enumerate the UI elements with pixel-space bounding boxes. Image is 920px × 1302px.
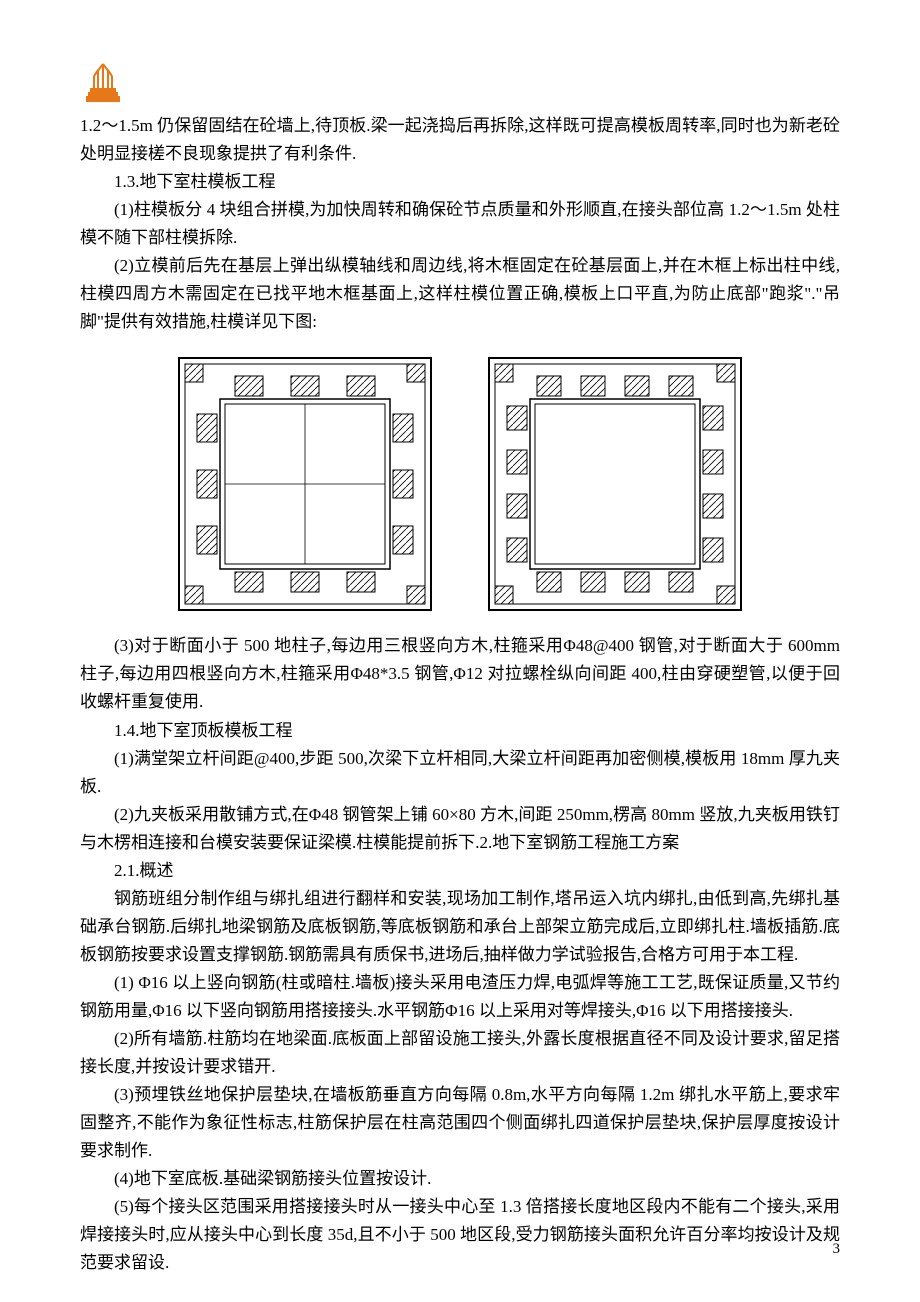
paragraph: (1) Φ16 以上竖向钢筋(柱或暗柱.墙板)接头采用电渣压力焊,电弧焊等施工工…	[80, 969, 840, 1025]
company-logo	[84, 62, 122, 106]
column-formwork-diagram-3timber	[175, 354, 435, 614]
page-number: 3	[833, 1237, 841, 1262]
paragraph: 钢筋班组分制作组与绑扎组进行翻样和安装,现场加工制作,塔吊运入坑内绑扎,由低到高…	[80, 885, 840, 969]
paragraph: (1)满堂架立杆间距@400,步距 500,次梁下立杆相同,大梁立杆间距再加密侧…	[80, 745, 840, 801]
heading: 1.4.地下室顶板模板工程	[80, 717, 840, 745]
paragraph: (5)每个接头区范围采用搭接接头时从一接头中心至 1.3 倍搭接长度地区段内不能…	[80, 1193, 840, 1277]
paragraph: (2)所有墙筋.柱筋均在地梁面.底板面上部留设施工接头,外露长度根据直径不同及设…	[80, 1025, 840, 1081]
document-body: 1.2～1.5m 仍保留固结在砼墙上,待顶板.梁一起浇捣后再拆除,这样既可提高模…	[80, 112, 840, 1277]
paragraph: (3)预埋铁丝地保护层垫块,在墙板筋垂直方向每隔 0.8m,水平方向每隔 1.2…	[80, 1081, 840, 1165]
column-formwork-diagram-4timber	[485, 354, 745, 614]
paragraph: (3)对于断面小于 500 地柱子,每边用三根竖向方木,柱箍采用Φ48@400 …	[80, 632, 840, 716]
paragraph: (2)九夹板采用散铺方式,在Φ48 钢管架上铺 60×80 方木,间距 250m…	[80, 801, 840, 857]
heading: 2.1.概述	[80, 857, 840, 885]
paragraph: (4)地下室底板.基础梁钢筋接头位置按设计.	[80, 1165, 840, 1193]
paragraph: (2)立模前后先在基层上弹出纵模轴线和周边线,将木框固定在砼基层面上,并在木框上…	[80, 252, 840, 336]
paragraph: 1.2～1.5m 仍保留固结在砼墙上,待顶板.梁一起浇捣后再拆除,这样既可提高模…	[80, 112, 840, 168]
heading: 1.3.地下室柱模板工程	[80, 168, 840, 196]
paragraph: (1)柱模板分 4 块组合拼模,为加快周转和确保砼节点质量和外形顺直,在接头部位…	[80, 196, 840, 252]
diagram-row	[80, 354, 840, 614]
